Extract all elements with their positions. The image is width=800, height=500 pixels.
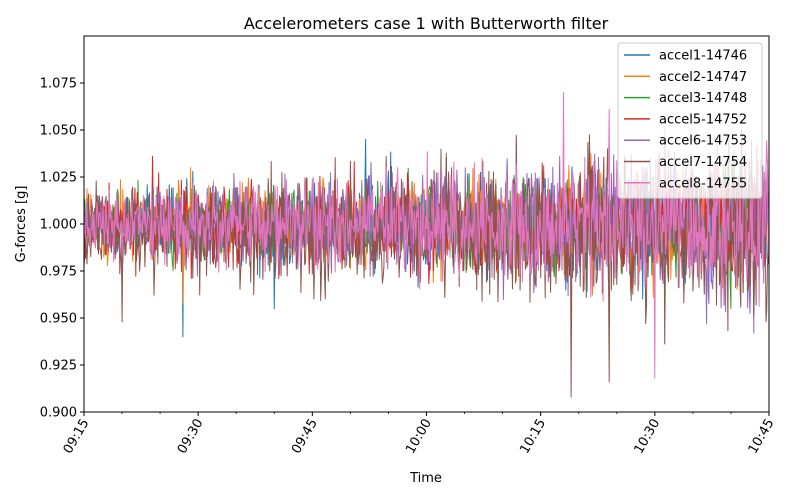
- x-tick-label: 10:00: [403, 417, 435, 457]
- legend-label: accel5-14752: [659, 112, 747, 127]
- legend-label: accel1-14746: [659, 49, 747, 64]
- y-tick-label: 1.000: [40, 218, 77, 233]
- legend-label: accel8-14755: [659, 176, 747, 191]
- y-tick-label: 0.900: [40, 406, 77, 421]
- x-tick-label: 10:45: [746, 417, 778, 457]
- y-axis-label: G-forces [g]: [14, 186, 29, 263]
- legend-label: accel6-14753: [659, 134, 747, 149]
- legend-label: accel7-14754: [659, 155, 747, 170]
- x-tick-label: 09:45: [289, 417, 321, 457]
- x-tick-label: 09:30: [175, 417, 207, 457]
- series-layer: [84, 91, 769, 398]
- series-line-accel8-14755: [84, 91, 769, 379]
- x-tick-label: 09:15: [61, 417, 93, 457]
- x-axis-label: Time: [409, 471, 442, 486]
- legend-label: accel2-14747: [659, 70, 747, 85]
- legend-label: accel3-14748: [659, 91, 747, 106]
- y-tick-label: 1.025: [40, 171, 77, 186]
- x-axis: 09:15 09:30 09:45 10:00 10:15 10:30 10:45: [61, 412, 778, 457]
- y-tick-label: 1.075: [40, 77, 77, 92]
- y-tick-label: 0.950: [40, 312, 77, 327]
- x-tick-label: 10:30: [632, 417, 664, 457]
- chart-title: Accelerometers case 1 with Butterworth f…: [244, 14, 609, 33]
- y-tick-label: 0.975: [40, 265, 77, 280]
- legend-box: [617, 42, 763, 199]
- y-tick-label: 0.925: [40, 359, 77, 374]
- legend: accel1-14746 accel2-14747 accel3-14748 acce…: [617, 42, 763, 199]
- x-tick-label: 10:15: [517, 417, 549, 457]
- y-tick-label: 1.050: [40, 124, 77, 139]
- y-axis: 0.900 0.925 0.950 0.975 1.000 1.025 1.050 1.075: [40, 77, 84, 421]
